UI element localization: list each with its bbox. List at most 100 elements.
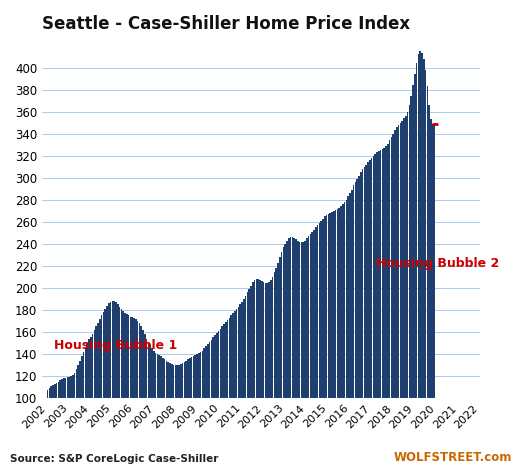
Bar (65, 378, 66, 398)
Bar (342, 204, 343, 398)
Bar (113, 301, 115, 398)
Bar (67, 377, 68, 398)
Bar (110, 302, 112, 398)
Bar (265, 283, 266, 398)
Bar (210, 340, 212, 398)
Bar (227, 320, 229, 398)
Bar (288, 238, 290, 398)
Bar (153, 351, 155, 398)
Bar (259, 280, 261, 398)
Bar (434, 125, 435, 398)
Bar (146, 339, 148, 398)
Bar (90, 337, 92, 398)
Bar (362, 169, 363, 398)
Bar (148, 342, 149, 398)
Bar (132, 316, 133, 398)
Bar (212, 337, 214, 398)
Bar (374, 153, 376, 398)
Bar (60, 380, 61, 398)
Bar (360, 172, 362, 398)
Text: Seattle - Case-Shiller Home Price Index: Seattle - Case-Shiller Home Price Index (42, 15, 410, 33)
Bar (279, 257, 281, 398)
Bar (281, 252, 282, 398)
Bar (346, 200, 347, 398)
Bar (106, 306, 108, 398)
Bar (430, 119, 432, 398)
Bar (209, 342, 210, 398)
Bar (389, 140, 390, 398)
Bar (284, 244, 286, 398)
Bar (240, 304, 241, 398)
Bar (104, 309, 106, 398)
Bar (79, 361, 81, 398)
Bar (220, 329, 221, 398)
Bar (221, 327, 223, 398)
Bar (198, 353, 200, 398)
Bar (292, 237, 293, 398)
Bar (205, 346, 207, 398)
Bar (81, 356, 82, 398)
Bar (286, 240, 288, 398)
Bar (250, 286, 252, 398)
Bar (185, 361, 187, 398)
Bar (182, 363, 184, 398)
Bar (165, 361, 167, 398)
Bar (426, 86, 428, 398)
Bar (254, 280, 255, 398)
Bar (293, 238, 295, 398)
Bar (214, 335, 216, 398)
Bar (371, 158, 373, 398)
Bar (315, 227, 317, 398)
Bar (97, 323, 99, 398)
Bar (272, 277, 274, 398)
Bar (263, 282, 265, 398)
Bar (290, 237, 291, 398)
Bar (409, 105, 410, 398)
Bar (151, 349, 153, 398)
Bar (187, 359, 189, 398)
Bar (57, 382, 60, 398)
Bar (338, 207, 340, 398)
Bar (399, 123, 401, 398)
Bar (77, 365, 79, 398)
Bar (390, 137, 393, 398)
Bar (347, 197, 349, 398)
Bar (432, 124, 434, 398)
Bar (248, 289, 250, 398)
Bar (245, 295, 246, 398)
Bar (76, 370, 77, 398)
Bar (367, 162, 369, 398)
Bar (144, 334, 146, 398)
Bar (301, 242, 302, 398)
Bar (92, 334, 93, 398)
Bar (236, 309, 238, 398)
Text: Source: S&P CoreLogic Case-Shiller: Source: S&P CoreLogic Case-Shiller (10, 454, 219, 464)
Bar (321, 221, 322, 398)
Bar (241, 302, 243, 398)
Bar (257, 279, 259, 398)
Bar (378, 151, 379, 398)
Bar (337, 209, 338, 398)
Bar (344, 202, 346, 398)
Bar (200, 352, 201, 398)
Bar (201, 351, 203, 398)
Bar (119, 307, 121, 398)
Bar (401, 121, 403, 398)
Bar (61, 379, 63, 398)
Bar (99, 319, 101, 398)
Bar (63, 378, 65, 398)
Bar (230, 315, 232, 398)
Bar (207, 344, 209, 398)
Bar (358, 176, 360, 398)
Bar (310, 234, 311, 398)
Bar (142, 330, 144, 398)
Bar (88, 339, 90, 398)
Bar (168, 362, 169, 398)
Bar (268, 282, 270, 398)
Bar (101, 315, 102, 398)
Bar (184, 362, 185, 398)
Bar (129, 316, 132, 398)
Bar (364, 167, 365, 398)
Bar (252, 282, 254, 398)
Bar (328, 214, 329, 398)
